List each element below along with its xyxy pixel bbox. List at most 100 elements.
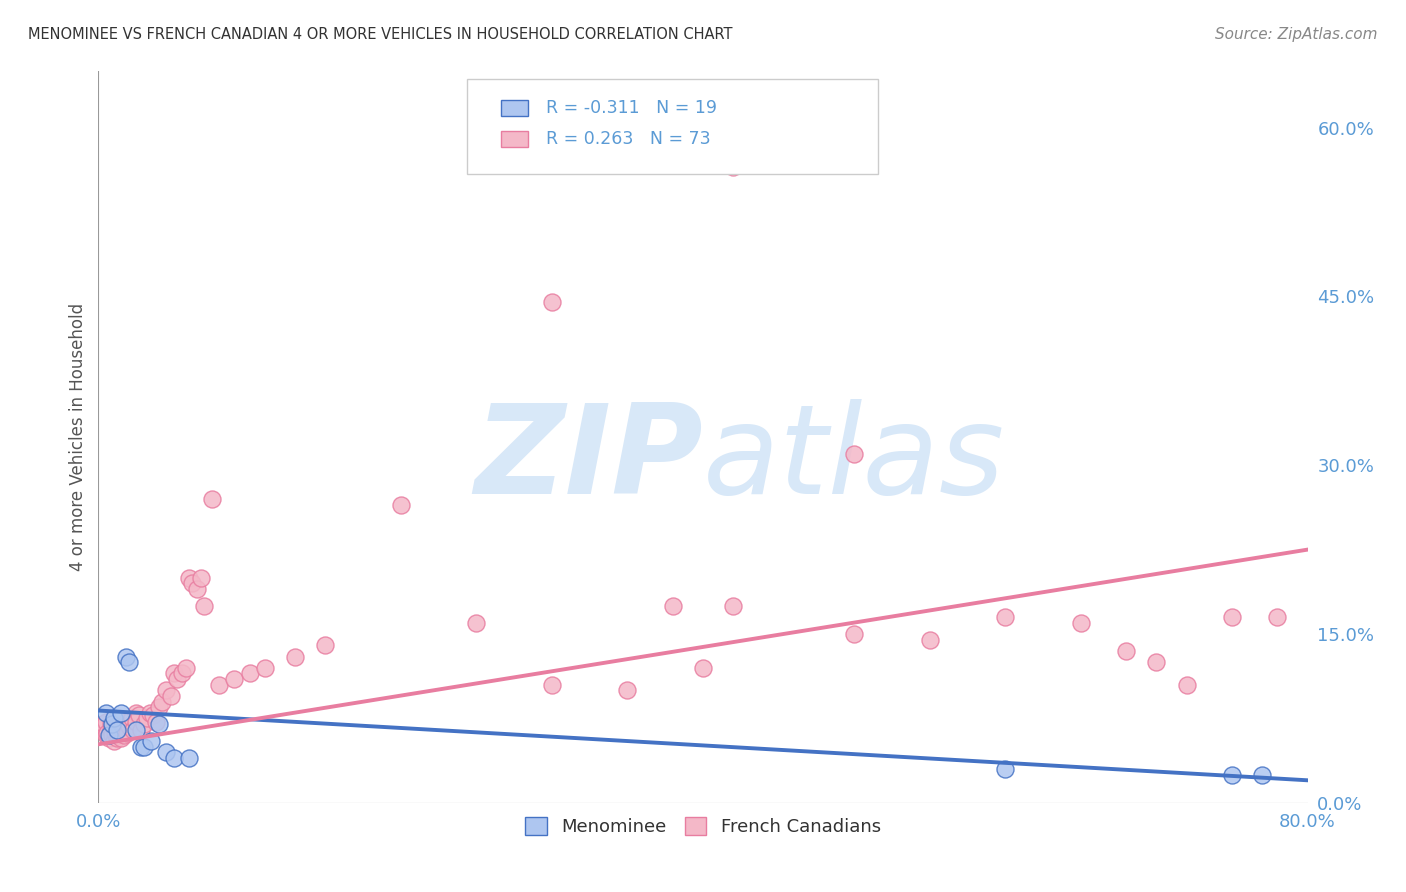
Point: [114, 649, 136, 664]
Point: [91, 719, 114, 733]
FancyBboxPatch shape: [501, 130, 527, 146]
Point: [103, 719, 125, 733]
Point: [150, 694, 173, 708]
Point: [98, 728, 121, 742]
Point: [121, 711, 143, 725]
Point: [142, 708, 165, 723]
Point: [100, 723, 122, 737]
Point: [208, 678, 231, 692]
Point: [129, 739, 152, 754]
Point: [1251, 767, 1274, 781]
Point: [155, 745, 177, 759]
Point: [103, 734, 125, 748]
Point: [201, 491, 224, 506]
Point: [139, 706, 162, 720]
Point: [148, 700, 170, 714]
Point: [105, 731, 128, 745]
Point: [994, 610, 1017, 624]
Point: [104, 726, 127, 740]
Point: [125, 723, 148, 737]
Point: [179, 751, 201, 765]
Point: [723, 599, 745, 613]
Point: [1220, 767, 1243, 781]
Y-axis label: 4 or more Vehicles in Household: 4 or more Vehicles in Household: [69, 303, 87, 571]
Point: [101, 717, 124, 731]
Point: [170, 666, 193, 681]
Point: [1267, 610, 1289, 624]
Point: [114, 714, 136, 729]
Point: [155, 683, 177, 698]
Point: [118, 655, 141, 669]
Text: ZIP: ZIP: [474, 399, 703, 519]
Point: [181, 576, 204, 591]
FancyBboxPatch shape: [501, 100, 527, 116]
Point: [112, 728, 135, 742]
Point: [100, 717, 122, 731]
Point: [145, 714, 167, 729]
Point: [465, 615, 488, 630]
Point: [253, 661, 276, 675]
Point: [105, 723, 128, 737]
Point: [918, 632, 941, 647]
Text: R = 0.263   N = 73: R = 0.263 N = 73: [546, 129, 710, 148]
Point: [616, 683, 638, 698]
Point: [1175, 678, 1198, 692]
Point: [125, 706, 148, 720]
Point: [160, 689, 183, 703]
Point: [692, 661, 714, 675]
Point: [179, 571, 201, 585]
Point: [314, 638, 336, 652]
Text: Source: ZipAtlas.com: Source: ZipAtlas.com: [1215, 27, 1378, 42]
Point: [193, 599, 215, 613]
Point: [125, 714, 148, 729]
Point: [94, 706, 117, 720]
Point: [107, 728, 129, 742]
Point: [110, 706, 132, 720]
Point: [94, 728, 117, 742]
Point: [122, 723, 145, 737]
Point: [90, 723, 112, 737]
Point: [115, 726, 138, 740]
Point: [190, 571, 212, 585]
Point: [103, 711, 125, 725]
Point: [111, 723, 134, 737]
Point: [105, 723, 128, 737]
Point: [661, 599, 683, 613]
Point: [1144, 655, 1167, 669]
Point: [239, 666, 262, 681]
Point: [844, 447, 866, 461]
Point: [224, 672, 246, 686]
Point: [94, 714, 117, 729]
Point: [114, 719, 136, 733]
Point: [389, 498, 412, 512]
Point: [1070, 615, 1092, 630]
Point: [132, 739, 155, 754]
Point: [174, 661, 197, 675]
Point: [163, 666, 186, 681]
Point: [132, 717, 155, 731]
Point: [284, 649, 307, 664]
Legend: Menominee, French Canadians: Menominee, French Canadians: [516, 807, 890, 845]
FancyBboxPatch shape: [467, 78, 879, 174]
Point: [540, 295, 562, 310]
Point: [128, 708, 150, 723]
Point: [186, 582, 208, 596]
Point: [540, 678, 562, 692]
Text: R = -0.311   N = 19: R = -0.311 N = 19: [546, 99, 717, 117]
Point: [1115, 644, 1137, 658]
Point: [1220, 610, 1243, 624]
Point: [135, 711, 157, 725]
Point: [93, 717, 115, 731]
Point: [108, 726, 131, 740]
Point: [723, 160, 745, 174]
Point: [166, 672, 188, 686]
Point: [96, 726, 118, 740]
Text: MENOMINEE VS FRENCH CANADIAN 4 OR MORE VEHICLES IN HOUSEHOLD CORRELATION CHART: MENOMINEE VS FRENCH CANADIAN 4 OR MORE V…: [28, 27, 733, 42]
Point: [141, 734, 163, 748]
Point: [994, 762, 1017, 776]
Point: [101, 728, 124, 742]
Point: [163, 751, 186, 765]
Point: [118, 719, 141, 733]
Point: [844, 627, 866, 641]
Text: atlas: atlas: [703, 399, 1005, 519]
